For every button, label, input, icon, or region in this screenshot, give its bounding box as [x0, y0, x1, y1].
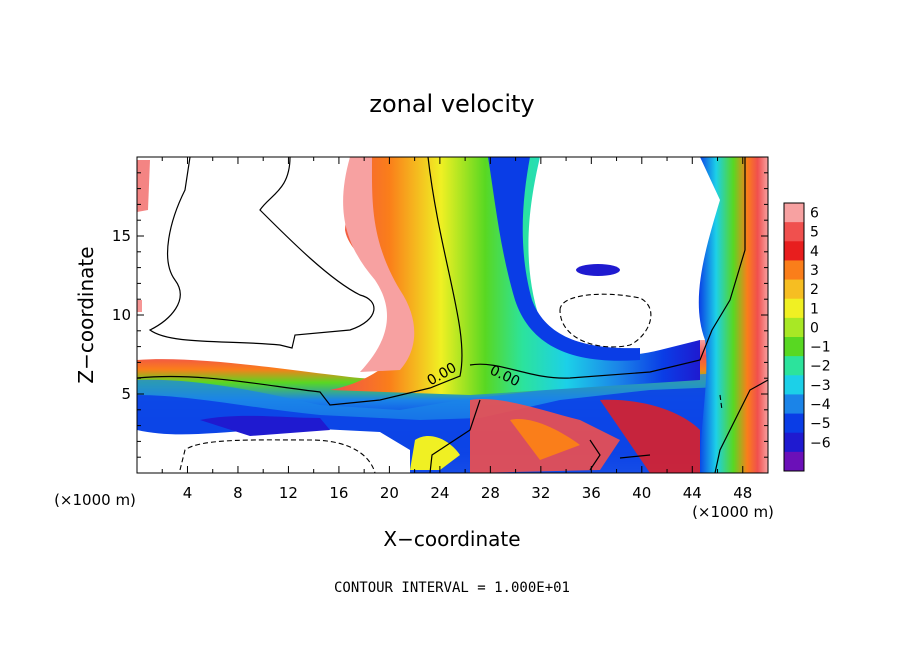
x-axis: 4 8 12 16 20 24 28 32 36 40 44 48 [161, 157, 752, 502]
colorbar-frame [783, 202, 805, 472]
contour-zero-line [137, 157, 463, 406]
colorbar-tick-label: 3 [810, 263, 819, 279]
colorbar-swatch [784, 317, 804, 338]
colorbar-tick-label: 2 [810, 282, 819, 298]
colorbar-swatch [784, 260, 804, 281]
x-tick-label: 32 [531, 484, 550, 502]
colorbar-swatch [784, 337, 804, 357]
x-tick-label: 8 [233, 484, 243, 502]
y-tick-label: 5 [121, 385, 131, 403]
colorbar-tick-label: −3 [810, 378, 831, 394]
x-tick-label: 16 [329, 484, 348, 502]
x-tick-label: 48 [733, 484, 752, 502]
heatmap-right-band [698, 157, 768, 473]
colorbar-tick-label: −5 [810, 416, 831, 432]
colorbar-swatch [784, 451, 804, 472]
y-axis: 5 10 15 [112, 172, 768, 458]
colorbar-swatch [784, 241, 804, 261]
colorbar-tick-label: 0 [810, 320, 819, 336]
colorbar-tick-label: 6 [810, 206, 819, 222]
chart-title: zonal velocity [369, 90, 534, 118]
colorbar-swatch [784, 203, 804, 223]
colorbar-swatch [784, 222, 804, 242]
colorbar-tick-label: −4 [810, 397, 831, 413]
x-tick-label: 12 [279, 484, 298, 502]
contour-interval-note: CONTOUR INTERVAL = 1.000E+01 [334, 580, 570, 596]
x-axis-label: X−coordinate [383, 527, 520, 551]
x-tick-label: 40 [632, 484, 651, 502]
contour-lines [137, 157, 768, 473]
x-tick-label: 28 [481, 484, 500, 502]
colorbar-swatch [784, 279, 804, 300]
contour-zero-line [469, 157, 746, 379]
colorbar: 6 5 4 3 2 1 0 −1 −2 −3 −4 −5 −6 [783, 202, 831, 472]
x-tick-label: 36 [582, 484, 601, 502]
x-tick-label: 24 [430, 484, 449, 502]
colorbar-swatch [784, 413, 804, 434]
colorbar-swatch [784, 432, 804, 453]
colorbar-tick-label: −6 [810, 435, 831, 451]
y-tick-label: 15 [112, 227, 131, 245]
x-unit-label: (×1000 m) [692, 503, 774, 521]
y-unit-label: (×1000 m) [54, 491, 136, 509]
y-tick-label: 10 [112, 306, 131, 324]
colorbar-tick-label: 5 [810, 225, 819, 241]
y-axis-label: Z−coordinate [74, 246, 98, 383]
colorbar-swatch [784, 298, 804, 319]
x-tick-label: 4 [183, 484, 193, 502]
x-tick-label: 20 [380, 484, 399, 502]
colorbar-swatch [784, 394, 804, 415]
x-tick-label: 44 [683, 484, 702, 502]
colorbar-tick-label: −1 [810, 340, 831, 356]
colorbar-swatch [784, 356, 804, 376]
colorbar-tick-label: −2 [810, 359, 831, 375]
colorbar-tick-label: 4 [810, 244, 819, 260]
colorbar-tick-label: 1 [810, 301, 819, 317]
colorbar-swatch [784, 375, 804, 395]
contour-dashed-lines [179, 293, 723, 473]
heatmap-field [137, 157, 768, 473]
